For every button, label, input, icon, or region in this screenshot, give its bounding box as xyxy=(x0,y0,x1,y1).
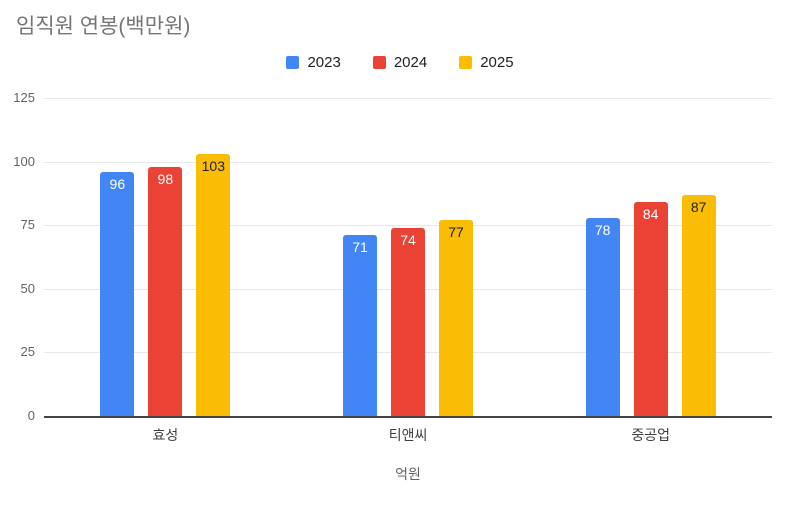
x-axis: 효성 티앤씨 중공업 xyxy=(44,418,772,452)
legend-item-2025[interactable]: 2025 xyxy=(459,53,514,71)
bar-2024-중공업[interactable]: 84 xyxy=(633,202,668,416)
y-tick-label: 0 xyxy=(27,408,35,423)
plot-area: 96 98 103 71 74 77 78 84 87 xyxy=(44,98,772,418)
legend-swatch-icon xyxy=(286,55,300,69)
bar-value-label: 87 xyxy=(690,198,707,215)
bar-value-label: 77 xyxy=(448,224,464,241)
y-tick-label: 50 xyxy=(20,280,35,296)
bar-2024-티앤씨[interactable]: 74 xyxy=(391,227,425,416)
bar-value-label: 84 xyxy=(642,206,659,223)
bar-2023-효성[interactable]: 96 xyxy=(100,171,135,416)
chart-legend: 2023 2024 2025 xyxy=(0,52,800,72)
bar-group-티앤씨: 71 74 77 xyxy=(287,98,530,416)
y-tick-label: 125 xyxy=(13,90,35,105)
legend-label: 2025 xyxy=(480,53,514,71)
x-category-label-효성: 효성 xyxy=(152,427,179,443)
bar-value-label: 98 xyxy=(157,170,174,187)
x-axis-title: 억원 xyxy=(395,466,421,482)
plot-row: 0 25 50 75 100 125 96 98 103 71 74 77 78 84 87 효성 티앤씨 중… xyxy=(0,91,800,452)
legend-label: 2024 xyxy=(393,53,428,71)
gridline xyxy=(44,225,772,227)
legend-item-2023[interactable]: 2023 xyxy=(286,53,341,71)
x-category-label-티앤씨: 티앤씨 xyxy=(388,427,428,443)
legend-label: 2023 xyxy=(307,53,341,71)
y-tick-label: 25 xyxy=(20,344,35,360)
y-tick-label: 100 xyxy=(13,153,35,169)
bar-value-label: 96 xyxy=(109,175,126,192)
legend-swatch-icon xyxy=(372,55,386,69)
legend-swatch-icon xyxy=(459,55,473,69)
x-category-label-중공업: 중공업 xyxy=(631,427,670,443)
bar-2025-티앤씨[interactable]: 77 xyxy=(439,220,473,416)
bar-value-label: 103 xyxy=(201,157,225,174)
bar-value-label: 74 xyxy=(400,231,416,248)
bar-group-효성: 96 98 103 xyxy=(44,98,287,416)
gridline xyxy=(44,161,772,163)
legend-item-2024[interactable]: 2024 xyxy=(372,53,428,71)
bar-2023-중공업[interactable]: 78 xyxy=(585,217,620,416)
y-axis: 0 25 50 75 100 125 xyxy=(0,91,44,423)
plot-column: 96 98 103 71 74 77 78 84 87 효성 티앤씨 중공업 xyxy=(44,98,772,452)
bar-group-중공업: 78 84 87 xyxy=(529,98,772,416)
bar-2025-효성[interactable]: 103 xyxy=(196,153,231,416)
x-axis-title-row: 억원 xyxy=(0,452,800,484)
chart-title: 임직원 연봉(백만원) xyxy=(16,15,191,38)
bar-value-label: 71 xyxy=(352,239,368,256)
bar-2024-효성[interactable]: 98 xyxy=(148,166,183,416)
gridline xyxy=(44,98,772,99)
bar-2023-티앤씨[interactable]: 71 xyxy=(343,235,377,416)
y-tick-label: 75 xyxy=(20,217,35,233)
x-axis-title-spacer xyxy=(0,452,44,484)
bar-value-label: 78 xyxy=(594,221,611,238)
bar-2025-중공업[interactable]: 87 xyxy=(681,194,716,416)
